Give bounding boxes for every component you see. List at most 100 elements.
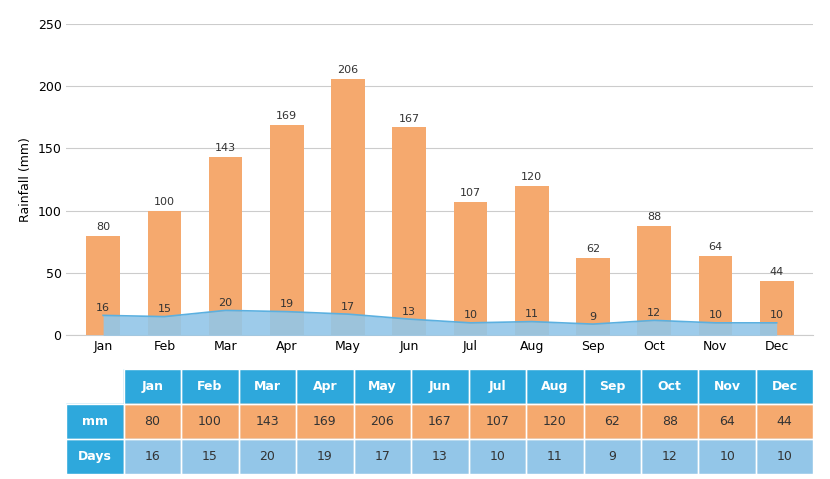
Bar <box>181 439 239 474</box>
Bar <box>239 404 296 439</box>
Text: 88: 88 <box>662 415 678 428</box>
Bar <box>124 369 181 404</box>
Bar <box>583 369 641 404</box>
Bar <box>181 369 239 404</box>
Text: 62: 62 <box>586 244 600 254</box>
Text: Nov: Nov <box>714 380 740 393</box>
Text: Feb: Feb <box>198 380 222 393</box>
Text: 107: 107 <box>460 188 481 198</box>
Bar <box>756 439 813 474</box>
Text: Apr: Apr <box>313 380 337 393</box>
Bar <box>641 439 699 474</box>
Text: Dec: Dec <box>772 380 798 393</box>
Text: Mar: Mar <box>254 380 281 393</box>
Bar <box>515 186 549 335</box>
Bar <box>583 404 641 439</box>
Bar <box>469 369 526 404</box>
Text: 62: 62 <box>604 415 620 428</box>
Text: 120: 120 <box>543 415 567 428</box>
Bar <box>66 439 124 474</box>
Bar <box>583 404 641 439</box>
Bar <box>124 439 181 474</box>
Bar <box>296 369 354 404</box>
Text: 64: 64 <box>720 415 735 428</box>
Text: 16: 16 <box>144 450 160 463</box>
Bar <box>454 202 487 335</box>
Bar <box>526 404 583 439</box>
Text: 11: 11 <box>547 450 563 463</box>
Bar <box>239 404 296 439</box>
Text: 143: 143 <box>256 415 280 428</box>
Bar <box>411 369 469 404</box>
Bar <box>209 157 242 335</box>
Text: 9: 9 <box>608 450 616 463</box>
Text: 13: 13 <box>403 307 417 317</box>
Bar <box>469 369 526 404</box>
Bar <box>526 439 583 474</box>
Text: 88: 88 <box>647 212 662 222</box>
Bar <box>296 369 354 404</box>
Text: 80: 80 <box>144 415 160 428</box>
Text: 167: 167 <box>428 415 452 428</box>
Bar <box>354 439 411 474</box>
Bar <box>124 404 181 439</box>
Bar <box>66 404 124 439</box>
Bar <box>331 79 365 335</box>
Bar <box>526 404 583 439</box>
Bar <box>526 369 583 404</box>
Text: 9: 9 <box>589 312 597 321</box>
Text: mm: mm <box>82 415 108 428</box>
Text: 167: 167 <box>398 114 420 124</box>
Text: Aug: Aug <box>541 380 569 393</box>
Bar <box>641 404 699 439</box>
Text: 16: 16 <box>96 303 110 313</box>
Bar <box>296 439 354 474</box>
Text: 44: 44 <box>769 267 784 277</box>
Bar <box>699 369 756 404</box>
Bar <box>641 369 699 404</box>
Bar <box>759 281 793 335</box>
Bar <box>576 258 610 335</box>
Text: 64: 64 <box>708 242 722 252</box>
Bar <box>181 404 239 439</box>
Y-axis label: Rainfall (mm): Rainfall (mm) <box>19 137 32 222</box>
Bar <box>239 439 296 474</box>
Bar <box>354 439 411 474</box>
Text: 10: 10 <box>720 450 735 463</box>
Text: 10: 10 <box>777 450 793 463</box>
Text: Jun: Jun <box>429 380 451 393</box>
Text: 107: 107 <box>486 415 510 428</box>
Bar <box>699 404 756 439</box>
Bar <box>124 439 181 474</box>
Text: 169: 169 <box>313 415 337 428</box>
Text: 20: 20 <box>218 298 232 308</box>
Bar <box>66 439 124 474</box>
Bar <box>411 404 469 439</box>
Bar <box>270 125 304 335</box>
Bar <box>583 439 641 474</box>
Bar <box>411 439 469 474</box>
Text: Jan: Jan <box>142 380 164 393</box>
Text: 120: 120 <box>521 172 542 182</box>
Bar <box>66 369 124 404</box>
Text: 169: 169 <box>276 111 297 121</box>
Bar <box>699 439 756 474</box>
Bar <box>583 369 641 404</box>
Bar <box>756 369 813 404</box>
Text: 100: 100 <box>198 415 222 428</box>
Text: 10: 10 <box>769 310 784 320</box>
Text: 206: 206 <box>370 415 394 428</box>
Bar <box>411 369 469 404</box>
Bar <box>411 439 469 474</box>
Text: 17: 17 <box>341 302 355 312</box>
Bar <box>124 404 181 439</box>
Bar <box>354 369 411 404</box>
Bar <box>469 404 526 439</box>
Bar <box>181 439 239 474</box>
Text: Oct: Oct <box>658 380 681 393</box>
Text: 10: 10 <box>490 450 505 463</box>
Text: 17: 17 <box>374 450 390 463</box>
Legend: Average Precipitation(mm), Average Rain Days: Average Precipitation(mm), Average Rain … <box>251 388 629 411</box>
Text: 143: 143 <box>215 144 237 153</box>
Bar <box>124 369 181 404</box>
